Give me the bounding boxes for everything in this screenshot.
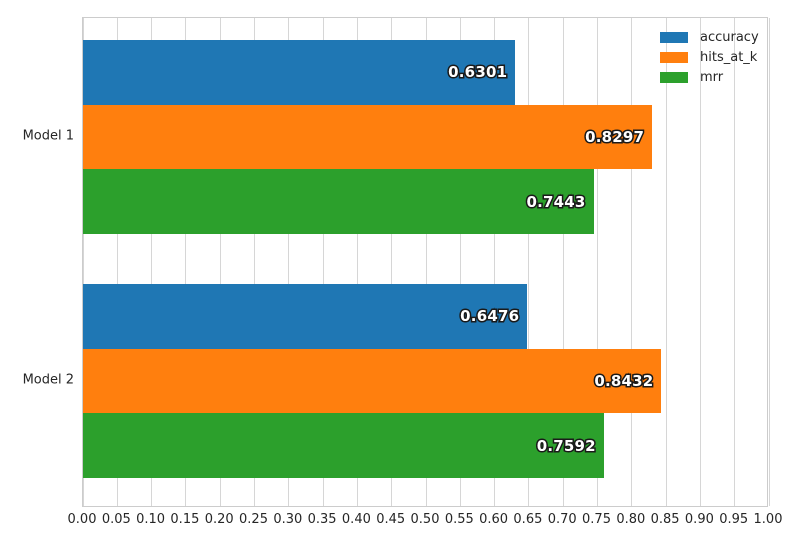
y-category-label: Model 2 <box>22 372 74 388</box>
x-tick-label: 0.80 <box>616 512 646 527</box>
x-tick-label: 0.00 <box>67 512 97 527</box>
x-tick-label: 0.35 <box>307 512 337 527</box>
x-tick-label: 0.90 <box>684 512 714 527</box>
x-tick-label: 0.50 <box>410 512 440 527</box>
gridline <box>528 18 530 506</box>
legend-item-mrr: mrr <box>660 67 759 87</box>
legend-label: hits_at_k <box>700 49 758 65</box>
x-tick-label: 0.10 <box>136 512 166 527</box>
x-tick-label: 1.00 <box>753 512 783 527</box>
gridline <box>768 18 770 506</box>
gridline <box>425 18 427 506</box>
bar-value-label: 0.7443 <box>525 191 587 212</box>
x-tick-label: 0.15 <box>170 512 200 527</box>
legend-swatch-icon <box>660 51 688 63</box>
gridline <box>82 18 84 506</box>
x-tick-label: 0.45 <box>376 512 406 527</box>
gridline <box>562 18 564 506</box>
legend-item-accuracy: accuracy <box>660 27 759 47</box>
x-tick-label: 0.20 <box>204 512 234 527</box>
legend-label: accuracy <box>700 29 759 45</box>
gridline <box>151 18 153 506</box>
gridline <box>699 18 701 506</box>
legend-swatch-icon <box>660 31 688 43</box>
gridline <box>288 18 290 506</box>
bar-hits_at_k-1: 0.8297 <box>83 104 653 170</box>
y-category-label: Model 1 <box>22 128 74 144</box>
bar-accuracy-2: 0.6476 <box>83 284 528 349</box>
bar-value-label: 0.6301 <box>447 62 509 83</box>
gridline <box>219 18 221 506</box>
bar-value-label: 0.7592 <box>535 435 597 456</box>
gridline <box>356 18 358 506</box>
bar-hits_at_k-2: 0.8432 <box>83 348 662 414</box>
gridline <box>734 18 736 506</box>
gridline <box>391 18 393 506</box>
legend-item-hits_at_k: hits_at_k <box>660 47 759 67</box>
bar-accuracy-1: 0.6301 <box>83 40 516 105</box>
gridline <box>494 18 496 506</box>
gridline <box>254 18 255 506</box>
x-tick-label: 0.30 <box>273 512 303 527</box>
bar-value-label: 0.8432 <box>593 370 655 391</box>
x-tick-label: 0.25 <box>239 512 268 527</box>
bar-mrr-1: 0.7443 <box>83 169 594 234</box>
x-tick-label: 0.85 <box>650 512 680 527</box>
gridline <box>459 18 461 506</box>
gridline <box>116 18 118 506</box>
legend-label: mrr <box>700 69 724 85</box>
x-tick-label: 0.60 <box>479 512 509 527</box>
gridline <box>665 18 667 506</box>
x-tick-label: 0.75 <box>582 512 611 527</box>
x-tick-label: 0.65 <box>513 512 543 527</box>
x-tick-label: 0.95 <box>719 512 749 527</box>
plot-area: 0.6301 0.8297 0.7443 0.6476 0.8432 0.7592 <box>82 17 770 507</box>
gridline <box>185 18 187 506</box>
gridline <box>631 18 633 506</box>
x-tick-label: 0.55 <box>444 512 474 527</box>
bar-value-label: 0.8297 <box>584 126 646 147</box>
gridline <box>322 18 324 506</box>
x-tick-label: 0.05 <box>101 512 131 527</box>
legend-swatch-icon <box>660 71 688 83</box>
x-tick-label: 0.70 <box>547 512 577 527</box>
bar-mrr-2: 0.7592 <box>83 413 604 478</box>
x-tick-label: 0.40 <box>341 512 371 527</box>
gridline <box>597 18 598 506</box>
bar-value-label: 0.6476 <box>459 306 521 327</box>
